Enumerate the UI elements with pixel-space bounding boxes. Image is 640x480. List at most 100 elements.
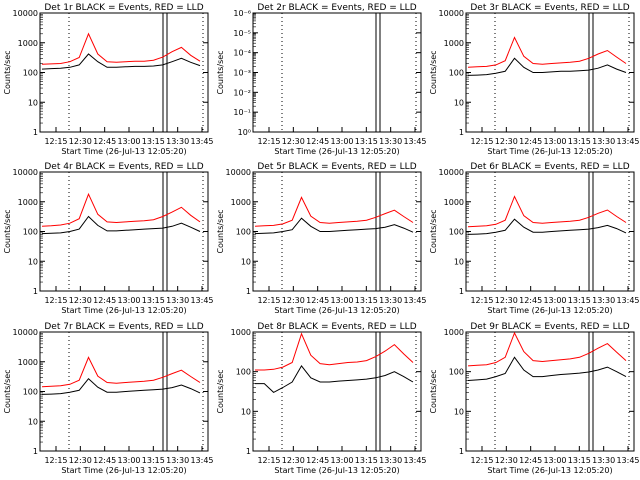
x-tick-label: 12:30 (282, 137, 305, 146)
x-tick-label: 12:30 (495, 296, 518, 305)
x-tick-label: 13:00 (117, 456, 140, 465)
x-tick-label: 12:45 (93, 137, 116, 146)
chart-title: Det 2r BLACK = Events, RED = LLD (257, 3, 416, 13)
y-axis-label: Counts/sec (216, 209, 225, 253)
x-tick-label: 13:30 (592, 296, 615, 305)
x-tick-label: 13:30 (166, 296, 189, 305)
y-tick-label: 1000 (231, 198, 251, 207)
y-tick-label: 10 (28, 417, 38, 426)
series-events-line (254, 217, 414, 235)
x-tick-label: 13:15 (355, 296, 378, 305)
plot-frame (39, 12, 209, 133)
x-tick-label: 12:15 (470, 137, 493, 146)
y-tick-label: 1000 (444, 198, 464, 207)
x-tick-label: 12:45 (519, 296, 542, 305)
chart-panel-2: Det 2r BLACK = Events, RED = LLD Counts/s… (216, 3, 427, 156)
x-tick-label: 13:45 (190, 137, 213, 146)
x-axis-label: Start Time (26-Jul-13 12:05:20) (487, 147, 612, 156)
chart-panel-1: Det 1r BLACK = Events, RED = LLD Counts/s… (3, 3, 214, 156)
series-events-line (41, 53, 201, 70)
y-tick-label: 10 (28, 257, 38, 266)
series-lld-line (254, 196, 414, 227)
chart-panel-4: Det 4r BLACK = Events, RED = LLD Counts/s… (3, 162, 214, 315)
plot-frame (465, 331, 635, 452)
y-tick-label: 100 (236, 228, 251, 237)
chart-panel-7: Det 7r BLACK = Events, RED = LLD Counts/s… (3, 322, 214, 475)
x-axis-label: Start Time (26-Jul-13 12:05:20) (61, 466, 186, 475)
y-tick-label: 10 (28, 98, 38, 107)
x-tick-label: 13:00 (117, 296, 140, 305)
y-tick-label: 10 (241, 257, 251, 266)
y-tick-label: 1000 (18, 198, 38, 207)
chart-panel-3: Det 3r BLACK = Events, RED = LLD Counts/s… (429, 3, 640, 156)
y-tick-label: 10⁻² (233, 88, 251, 97)
y-tick-label: 1 (33, 287, 38, 296)
x-tick-label: 13:15 (355, 456, 378, 465)
x-tick-label: 13:30 (379, 296, 402, 305)
x-tick-label: 13:15 (568, 456, 591, 465)
x-tick-label: 12:30 (69, 137, 92, 146)
y-tick-label: 10⁻⁶ (233, 9, 251, 18)
series-events-line (41, 215, 201, 235)
chart-title: Det 6r BLACK = Events, RED = LLD (470, 162, 629, 172)
x-axis-label: Start Time (26-Jul-13 12:05:20) (274, 147, 399, 156)
y-axis-label: Counts/sec (216, 369, 225, 413)
x-tick-label: 12:30 (282, 296, 305, 305)
series-lld-line (41, 192, 201, 227)
x-tick-label: 12:15 (44, 456, 67, 465)
x-tick-label: 12:45 (519, 456, 542, 465)
x-tick-label: 13:00 (330, 296, 353, 305)
x-tick-label: 13:15 (142, 296, 165, 305)
x-tick-label: 13:45 (616, 137, 639, 146)
x-tick-label: 13:45 (403, 137, 426, 146)
y-tick-label: 10000 (226, 168, 251, 177)
x-tick-label: 13:45 (616, 456, 639, 465)
x-tick-label: 13:15 (142, 137, 165, 146)
x-tick-label: 12:45 (93, 456, 116, 465)
y-tick-label: 100 (23, 69, 38, 78)
x-tick-label: 13:45 (190, 456, 213, 465)
chart-panel-8: Det 8r BLACK = Events, RED = LLD Counts/s… (216, 322, 427, 475)
y-tick-label: 10 (454, 98, 464, 107)
y-tick-label: 1 (459, 128, 464, 137)
y-tick-label: 10⁰ (238, 128, 251, 137)
series-lld-line (467, 331, 627, 367)
y-tick-label: 100 (23, 228, 38, 237)
x-tick-label: 13:15 (568, 137, 591, 146)
chart-panel-6: Det 6r BLACK = Events, RED = LLD Counts/s… (429, 162, 640, 315)
y-axis-label: Counts/sec (429, 50, 438, 94)
x-tick-label: 12:45 (306, 296, 329, 305)
x-axis-label: Start Time (26-Jul-13 12:05:20) (61, 147, 186, 156)
chart-title: Det 7r BLACK = Events, RED = LLD (44, 322, 203, 332)
x-tick-label: 13:45 (616, 296, 639, 305)
x-tick-label: 12:45 (93, 296, 116, 305)
y-tick-label: 10000 (439, 168, 464, 177)
x-tick-label: 12:15 (257, 296, 280, 305)
y-tick-label: 1 (246, 447, 251, 456)
x-tick-label: 12:45 (519, 137, 542, 146)
y-axis-label: Counts/sec (3, 50, 12, 94)
x-tick-label: 13:00 (117, 137, 140, 146)
chart-title: Det 9r BLACK = Events, RED = LLD (470, 322, 629, 332)
y-tick-label: 1000 (444, 328, 464, 337)
x-axis-label: Start Time (26-Jul-13 12:05:20) (487, 466, 612, 475)
series-events-line (467, 356, 627, 381)
y-tick-label: 10⁻¹ (233, 108, 251, 117)
x-tick-label: 13:45 (403, 456, 426, 465)
x-tick-label: 13:30 (592, 456, 615, 465)
y-tick-label: 1 (459, 447, 464, 456)
y-tick-label: 10000 (439, 9, 464, 18)
x-tick-label: 12:15 (470, 456, 493, 465)
x-tick-label: 13:00 (543, 296, 566, 305)
x-tick-label: 12:30 (495, 456, 518, 465)
y-tick-label: 10 (454, 407, 464, 416)
x-tick-label: 13:30 (592, 137, 615, 146)
x-axis-label: Start Time (26-Jul-13 12:05:20) (61, 306, 186, 315)
x-tick-label: 13:30 (166, 137, 189, 146)
chart-title: Det 5r BLACK = Events, RED = LLD (257, 162, 416, 172)
x-tick-label: 12:45 (306, 137, 329, 146)
x-tick-label: 13:00 (330, 456, 353, 465)
series-events-line (467, 57, 627, 76)
y-tick-label: 10⁻⁵ (233, 29, 251, 38)
